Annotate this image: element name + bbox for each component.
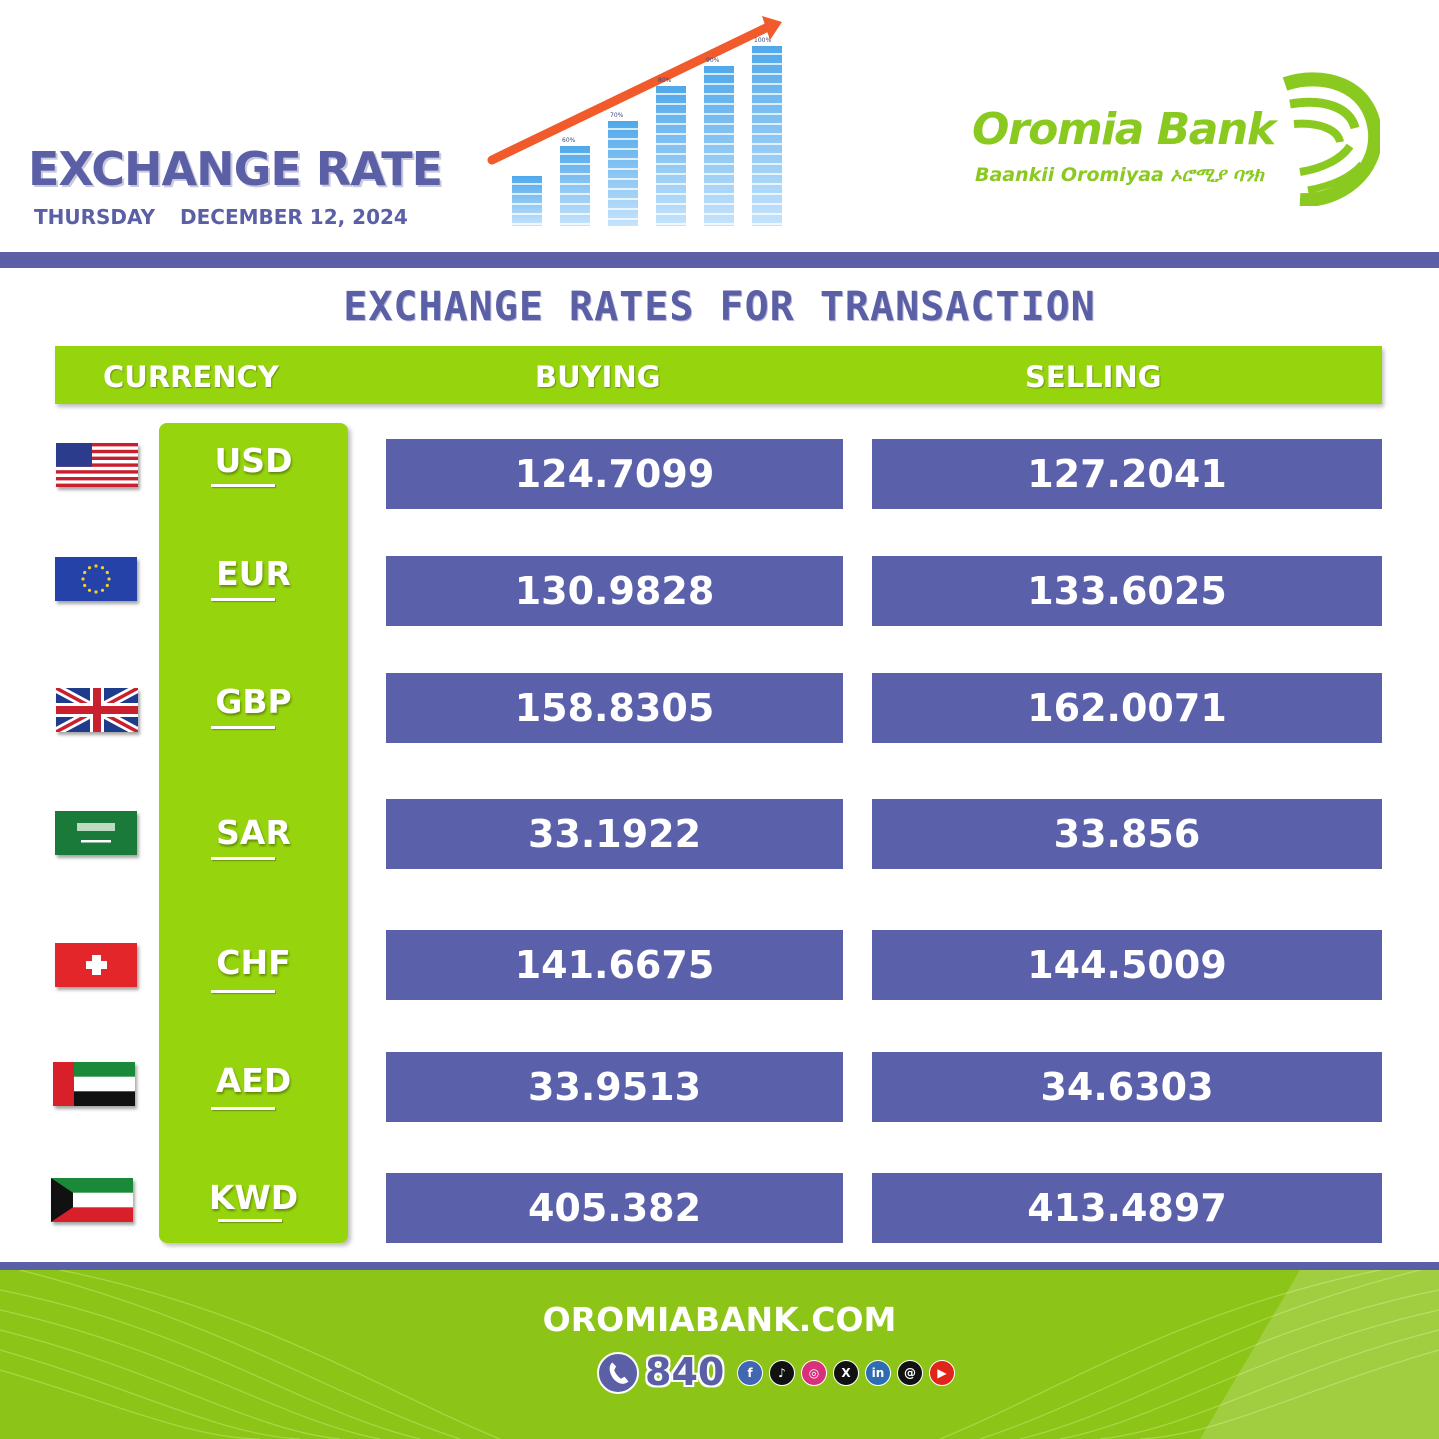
chart-bar <box>608 121 638 226</box>
chart-pct-label: 70% <box>610 112 624 119</box>
phone-number[interactable]: 840 <box>645 1350 725 1394</box>
code-underline <box>211 1107 275 1110</box>
tiktok-icon[interactable]: ♪ <box>769 1360 795 1386</box>
column-header-bar <box>55 346 1382 404</box>
code-underline <box>211 990 275 993</box>
selling-rate-chf: 144.5009 <box>872 930 1382 1000</box>
chart-pct-label: 80% <box>658 77 672 84</box>
currency-code-kwd: KWD <box>208 1178 299 1217</box>
buying-rate-kwd: 405.382 <box>386 1173 843 1243</box>
buying-rate-usd: 124.7099 <box>386 439 843 509</box>
chart-bars <box>512 46 782 226</box>
chart-bar <box>656 86 686 226</box>
buying-rate-gbp: 158.8305 <box>386 673 843 743</box>
eu-flag-icon <box>55 557 137 601</box>
saudi-flag-icon <box>55 811 137 855</box>
code-underline <box>211 857 275 860</box>
chart-bar <box>704 66 734 226</box>
table-title: EXCHANGE RATES FOR TRANSACTION <box>343 284 1096 330</box>
chart-pct-label: 60% <box>562 137 576 144</box>
code-underline <box>211 726 275 729</box>
youtube-icon[interactable]: ▶ <box>929 1360 955 1386</box>
selling-rate-kwd: 413.4897 <box>872 1173 1382 1243</box>
swiss-flag-icon <box>55 943 137 987</box>
selling-rate-aed: 34.6303 <box>872 1052 1382 1122</box>
uk-flag-icon <box>56 688 138 732</box>
currency-code-aed: AED <box>215 1061 292 1100</box>
phone-icon <box>597 1352 639 1394</box>
buying-rate-chf: 141.6675 <box>386 930 843 1000</box>
currency-code-gbp: GBP <box>215 682 292 721</box>
page-title: EXCHANGE RATE <box>28 142 443 196</box>
buying-rate-aed: 33.9513 <box>386 1052 843 1122</box>
currency-code-sar: SAR <box>216 813 291 852</box>
column-header-buying: BUYING <box>535 360 661 394</box>
trend-arrow <box>487 21 775 165</box>
code-underline <box>211 484 275 487</box>
selling-rate-sar: 33.856 <box>872 799 1382 869</box>
column-header-currency: CURRENCY <box>103 360 279 394</box>
chart-pct-label: 100% <box>754 37 771 44</box>
buying-rate-sar: 33.1922 <box>386 799 843 869</box>
growth-chart-graphic: 60% 70% 80% 90% 100% <box>487 16 782 226</box>
code-underline <box>218 1219 282 1222</box>
website-url[interactable]: OROMIABANK.COM <box>542 1300 897 1339</box>
x-icon[interactable]: X <box>833 1360 859 1386</box>
date-label: DECEMBER 12, 2024 <box>180 205 408 229</box>
code-underline <box>211 598 275 601</box>
footer-background <box>0 1270 1439 1439</box>
kuwait-flag-icon <box>51 1178 133 1222</box>
selling-rate-gbp: 162.0071 <box>872 673 1382 743</box>
currency-column <box>159 423 348 1243</box>
currency-code-eur: EUR <box>216 554 291 593</box>
bank-emblem-icon <box>1282 72 1380 206</box>
instagram-icon[interactable]: ◎ <box>801 1360 827 1386</box>
us-flag-icon <box>56 443 138 487</box>
column-header-selling: SELLING <box>1025 360 1162 394</box>
selling-rate-eur: 133.6025 <box>872 556 1382 626</box>
trend-arrowhead <box>762 16 782 40</box>
facebook-icon[interactable]: f <box>737 1360 763 1386</box>
header-divider <box>0 252 1439 268</box>
uae-flag-icon <box>53 1062 135 1106</box>
linkedin-icon[interactable]: in <box>865 1360 891 1386</box>
chart-pct-label: 90% <box>706 57 720 64</box>
chart-bar <box>560 146 590 226</box>
chart-bar <box>752 46 782 226</box>
currency-code-usd: USD <box>214 441 293 480</box>
day-label: THURSDAY <box>34 205 156 229</box>
bank-logo-tagline: Baankii Oromiyaa ኦሮሚያ ባንክ <box>975 164 1264 186</box>
threads-icon[interactable]: @ <box>897 1360 923 1386</box>
footer-divider <box>0 1262 1439 1272</box>
currency-code-chf: CHF <box>216 943 291 982</box>
buying-rate-eur: 130.9828 <box>386 556 843 626</box>
selling-rate-usd: 127.2041 <box>872 439 1382 509</box>
bank-logo-name: Oromia Bank <box>972 104 1276 155</box>
